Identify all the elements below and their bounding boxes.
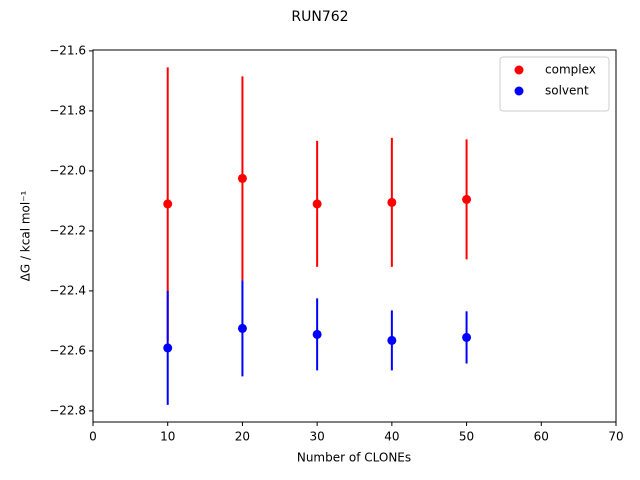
legend-label: complex xyxy=(545,63,596,77)
legend-marker xyxy=(514,65,524,75)
x-tick-label: 70 xyxy=(608,430,623,444)
x-tick-label: 0 xyxy=(89,430,97,444)
chart-title: RUN762 xyxy=(291,9,348,25)
x-axis-label: Number of CLONEs xyxy=(297,451,411,465)
point xyxy=(163,199,173,209)
point xyxy=(462,194,472,204)
legend-box xyxy=(499,56,610,112)
point xyxy=(387,335,397,345)
y-tick-label: −22.8 xyxy=(49,403,86,417)
x-tick-label: 40 xyxy=(384,430,399,444)
point xyxy=(462,332,472,342)
y-axis-label: ΔG / kcal mol⁻¹ xyxy=(19,190,33,281)
point xyxy=(387,197,397,207)
y-tick-label: −22.6 xyxy=(49,343,86,357)
y-tick-label: −22.0 xyxy=(49,163,86,177)
point xyxy=(237,173,247,183)
point xyxy=(312,329,322,339)
point xyxy=(163,343,173,353)
x-tick-label: 20 xyxy=(235,430,250,444)
point xyxy=(237,323,247,333)
x-tick-label: 10 xyxy=(160,430,175,444)
y-tick-label: −21.8 xyxy=(49,103,86,117)
x-tick-label: 30 xyxy=(310,430,325,444)
y-tick-label: −22.4 xyxy=(49,283,86,297)
y-tick-label: −22.2 xyxy=(49,223,86,237)
legend-marker xyxy=(514,86,524,96)
plot-frame xyxy=(92,49,617,423)
x-tick-label: 60 xyxy=(534,430,549,444)
legend-label: solvent xyxy=(545,84,589,98)
point xyxy=(312,199,322,209)
x-tick-label: 50 xyxy=(459,430,474,444)
y-tick-label: −21.6 xyxy=(49,43,86,57)
